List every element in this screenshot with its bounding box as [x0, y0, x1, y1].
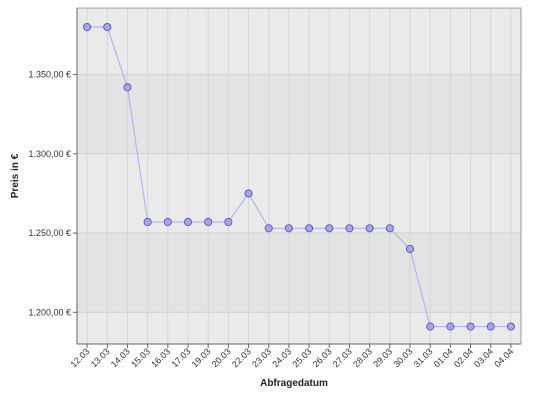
data-point — [426, 322, 435, 331]
y-tick-label: 1.350,00 € — [28, 70, 71, 80]
x-tick-label: 02.04 — [452, 346, 475, 369]
data-point — [123, 83, 132, 92]
series-line — [87, 26, 511, 328]
data-point — [83, 22, 92, 32]
x-tick-label: 19.03 — [190, 346, 213, 369]
y-axis-title: Preis in € — [10, 153, 21, 198]
x-tick-label: 14.03 — [109, 346, 132, 369]
x-tick-label: 23.03 — [250, 346, 273, 369]
data-point — [264, 224, 273, 233]
plot-band — [77, 233, 521, 313]
x-tick-label: 25.03 — [291, 346, 314, 369]
x-tick-label: 01.04 — [432, 346, 455, 369]
y-axis-ticks: 1.200,00 € 1.250,00 € 1.300,00 € 1.350,00 € — [28, 70, 77, 317]
data-points — [83, 22, 515, 331]
x-tick-label: 31.03 — [412, 346, 435, 369]
data-point — [284, 224, 293, 233]
plot-band — [77, 74, 521, 154]
x-tick-label: 03.04 — [472, 346, 495, 369]
data-point — [486, 322, 495, 331]
y-tick-label: 1.200,00 € — [28, 307, 71, 317]
data-point — [163, 217, 172, 227]
x-axis-ticks: 12.0313.0314.0315.0316.0317.0319.0320.03… — [69, 344, 515, 369]
plot-band — [77, 312, 521, 344]
plot-band — [77, 8, 521, 75]
x-tick-label: 24.03 — [270, 346, 293, 369]
x-tick-label: 17.03 — [169, 346, 192, 369]
x-tick-label: 30.03 — [391, 346, 414, 369]
x-tick-label: 16.03 — [149, 346, 172, 369]
data-point — [224, 217, 233, 227]
data-point — [365, 224, 374, 233]
data-point — [466, 322, 475, 331]
data-point — [385, 224, 394, 233]
x-tick-label: 04.04 — [492, 346, 515, 369]
x-tick-label: 13.03 — [89, 346, 112, 369]
data-point — [506, 322, 515, 331]
data-point — [103, 22, 112, 32]
data-point — [305, 224, 314, 233]
data-point — [143, 217, 152, 227]
axes — [76, 8, 521, 345]
x-tick-label: 26.03 — [311, 346, 334, 369]
grid-lines — [77, 8, 521, 344]
x-tick-label: 20.03 — [210, 346, 233, 369]
x-tick-label: 28.03 — [351, 346, 374, 369]
data-point — [325, 224, 334, 233]
data-point — [405, 244, 415, 253]
x-tick-label: 27.03 — [331, 346, 354, 369]
data-point — [244, 189, 253, 198]
x-tick-label: 22.03 — [230, 346, 253, 369]
x-tick-label: 15.03 — [129, 346, 152, 369]
plot-background — [77, 8, 521, 344]
y-tick-label: 1.250,00 € — [28, 228, 71, 238]
data-point — [446, 322, 455, 331]
x-tick-label: 12.03 — [69, 346, 92, 369]
data-point — [183, 217, 193, 227]
y-tick-label: 1.300,00 € — [28, 149, 71, 159]
x-tick-label: 29.03 — [371, 346, 394, 369]
x-axis-title: Abfragedatum — [260, 378, 328, 389]
data-point — [204, 217, 213, 227]
data-point — [345, 224, 354, 233]
